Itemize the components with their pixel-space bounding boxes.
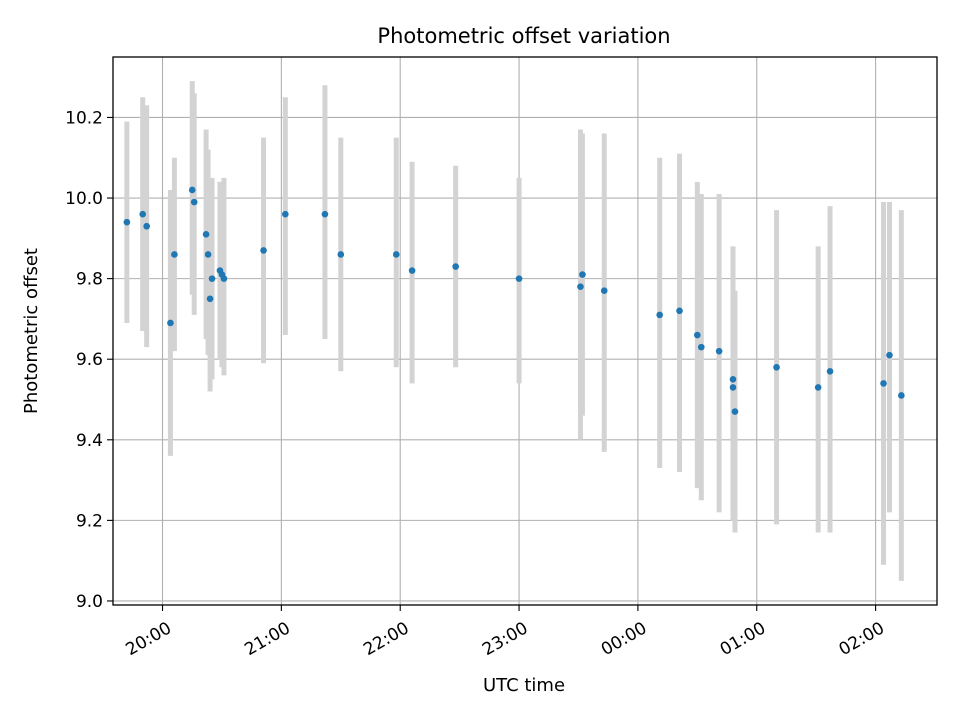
data-point	[167, 319, 174, 327]
data-point	[729, 376, 737, 383]
data-point	[731, 408, 739, 415]
chart-title: Photometric offset variation	[377, 24, 670, 48]
y-axis-ticks: 9.0 9.2 9.4 9.6 9.8 10.0 10.2	[65, 108, 113, 612]
data-point	[143, 222, 150, 230]
data-point	[204, 251, 212, 258]
data-point	[171, 251, 178, 258]
data-point	[826, 367, 834, 375]
data-point	[886, 351, 893, 359]
data-point	[577, 283, 584, 290]
x-axis-label: UTC time	[483, 675, 565, 696]
data-point	[337, 251, 345, 258]
data-point	[694, 331, 701, 339]
data-point	[452, 263, 459, 270]
data-point	[392, 251, 400, 258]
data-point	[898, 392, 905, 399]
data-point	[321, 210, 329, 218]
data-point	[188, 186, 196, 194]
data-point	[408, 267, 416, 274]
data-point	[206, 295, 214, 303]
data-point	[220, 275, 228, 282]
data-point	[579, 271, 586, 278]
y-tick-label: 9.6	[76, 350, 103, 370]
data-point	[773, 363, 780, 371]
y-tick-label: 9.8	[76, 270, 103, 290]
data-point	[715, 347, 723, 355]
data-point	[697, 343, 705, 351]
data-point	[208, 275, 216, 282]
data-point	[729, 384, 737, 391]
y-tick-label: 9.2	[76, 511, 103, 531]
data-point	[123, 218, 131, 226]
data-point	[139, 210, 147, 218]
data-point	[880, 380, 887, 387]
plot-frame	[112, 56, 938, 606]
data-point	[515, 275, 523, 282]
y-axis-label: Photometric offset	[21, 248, 42, 414]
data-point	[814, 384, 822, 391]
data-point	[260, 247, 267, 254]
data-point	[282, 210, 289, 218]
data-points	[123, 186, 905, 415]
data-point	[190, 198, 198, 206]
grid-lines	[113, 57, 937, 605]
y-tick-label: 9.4	[76, 431, 103, 451]
y-tick-label: 10.0	[65, 189, 103, 209]
data-point	[600, 287, 608, 295]
data-point	[202, 230, 210, 238]
data-point	[676, 307, 683, 315]
y-tick-label: 9.0	[76, 592, 103, 612]
data-point	[656, 311, 663, 319]
y-tick-label: 10.2	[65, 108, 103, 128]
